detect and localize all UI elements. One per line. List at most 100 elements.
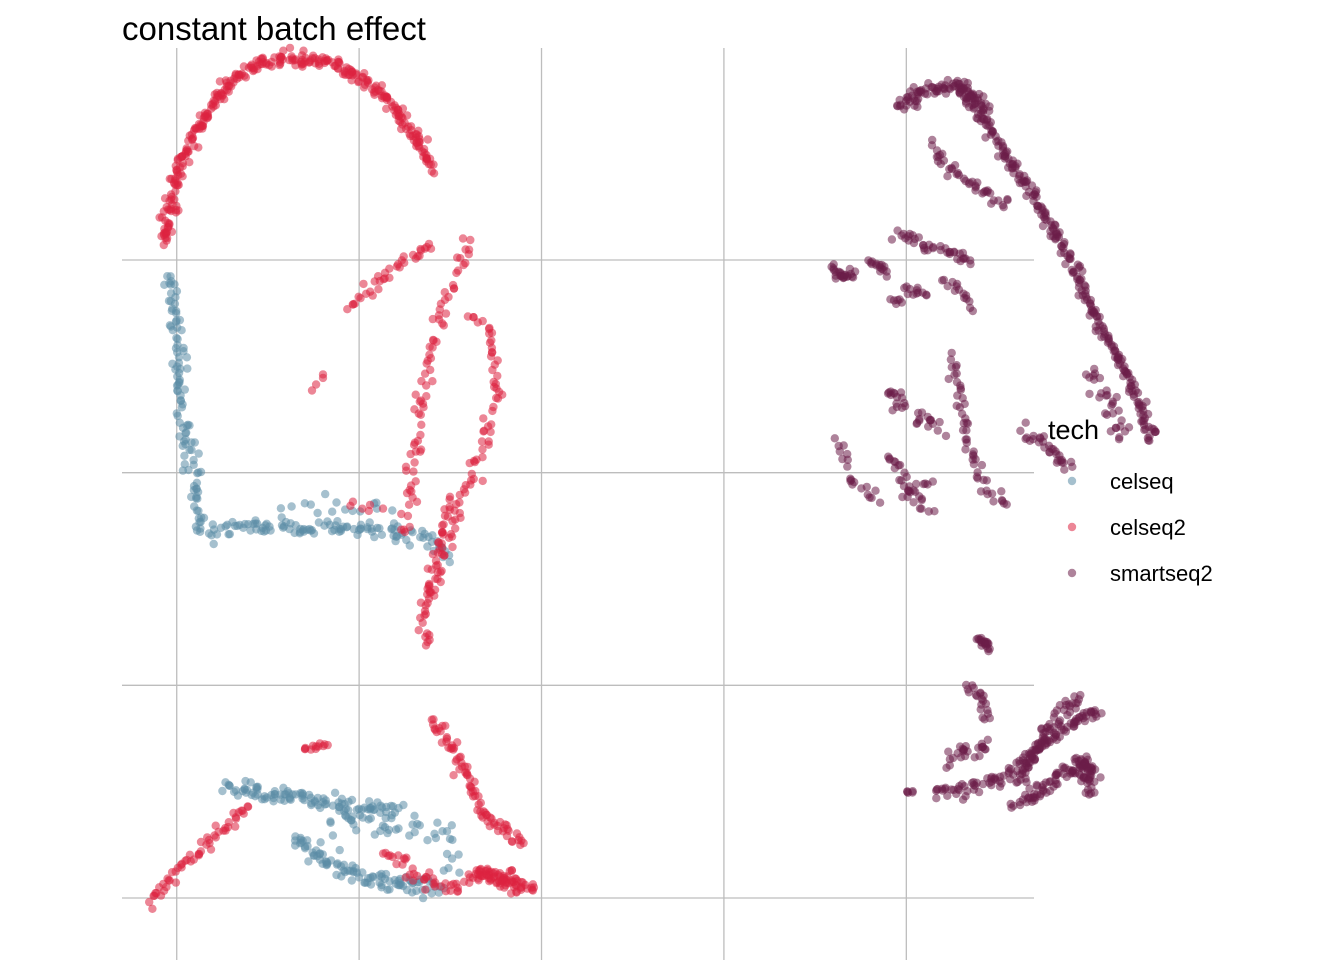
data-point [419,533,428,542]
data-point [1085,299,1095,308]
data-point [1151,427,1160,436]
data-point [445,834,455,844]
data-point [209,539,218,549]
data-point [865,493,874,502]
data-point [335,845,344,855]
data-point [417,420,426,429]
data-point [507,866,516,875]
data-point [971,186,980,195]
data-point [303,836,312,845]
data-point [877,264,886,273]
data-point [490,818,499,827]
data-point [915,416,924,425]
data-point [1090,788,1099,797]
data-point [218,786,227,796]
data-point [267,57,276,67]
data-point [423,836,432,845]
data-point [347,876,356,885]
data-point [829,260,838,269]
data-point [166,190,176,199]
data-point [963,787,972,796]
data-point [470,457,479,467]
data-point [305,58,314,67]
data-point [995,772,1005,781]
data-point [185,445,194,455]
data-point [479,414,488,423]
data-point [443,512,453,521]
data-point [1141,424,1150,434]
data-point [343,305,352,314]
data-point [961,742,970,751]
data-point [418,618,427,627]
data-point [951,362,961,372]
data-point [410,458,419,467]
data-point [322,56,332,65]
data-point [483,864,492,873]
data-point [225,529,234,539]
data-point [452,268,461,278]
data-point [411,390,420,399]
data-point [427,889,436,898]
data-point [347,68,356,77]
data-point [975,751,984,761]
data-point [388,506,397,515]
data-point [399,854,409,863]
data-point [200,108,210,118]
data-point [326,818,335,827]
data-point [1114,406,1123,415]
data-points [145,43,1160,913]
data-point [427,565,436,574]
data-point [909,486,918,495]
data-point [449,771,458,780]
data-point [507,876,516,885]
data-point [947,348,956,358]
data-point [423,135,432,144]
data-point [1078,266,1087,276]
data-point [239,62,249,71]
data-point [174,206,183,215]
data-point [307,386,317,395]
data-point [365,500,375,510]
data-point [231,822,240,831]
data-point [172,309,181,318]
data-point [388,852,397,862]
data-point [308,51,318,60]
data-point [1057,242,1067,251]
data-point [1025,784,1034,793]
data-point [383,93,392,103]
data-point [1038,221,1048,231]
data-point [321,489,330,499]
data-point [529,883,539,892]
data-point [155,213,164,222]
data-point [1073,698,1082,707]
data-point [477,437,487,446]
data-point [185,850,195,859]
data-point [439,520,448,529]
data-point [171,365,180,374]
data-point [442,827,452,836]
data-point [973,178,982,187]
data-point [952,369,961,378]
data-point [378,821,388,830]
data-point [192,492,201,501]
data-point [912,286,922,295]
data-point [966,259,975,269]
data-point [177,152,187,161]
data-point [835,447,844,456]
data-point [897,298,906,307]
data-point [478,453,487,462]
data-point [453,253,462,262]
data-point [194,449,203,458]
data-point [944,747,953,756]
data-point [945,164,954,174]
data-point [1049,723,1059,732]
data-point [290,56,299,65]
data-point [422,873,431,882]
data-point [455,868,464,877]
data-point [1066,249,1075,258]
data-point [952,377,962,387]
data-point [295,839,305,848]
data-point [440,551,449,560]
data-point [166,206,176,216]
data-point [337,872,346,881]
